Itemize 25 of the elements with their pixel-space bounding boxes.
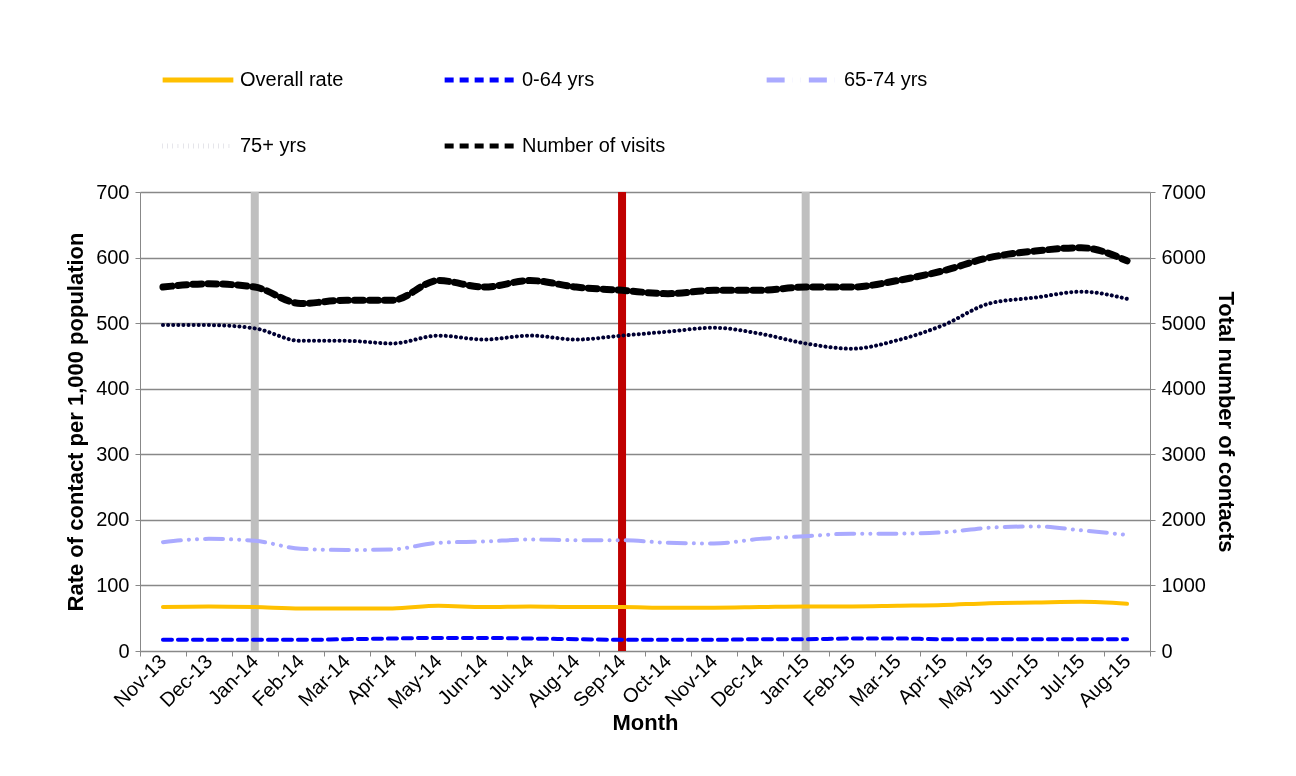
line-series <box>160 289 1130 351</box>
y2-tick-label: 1000 <box>1161 573 1206 596</box>
line-series <box>160 599 1130 611</box>
y2-tick-label: 3000 <box>1161 442 1206 465</box>
y2-tick-label: 5000 <box>1161 311 1206 334</box>
y2-tick-label: 4000 <box>1161 377 1206 400</box>
y-tick-label: 100 <box>96 573 130 596</box>
y-tick-label: 200 <box>96 508 130 531</box>
legend-label: 0-64 yrs <box>522 68 595 90</box>
y2-tick-label: 6000 <box>1161 246 1206 269</box>
legend-label: 65-74 yrs <box>844 68 928 90</box>
legend-label: Overall rate <box>240 68 344 90</box>
y-tick-label: 500 <box>96 311 130 334</box>
y-axis-title: Rate of contact per 1,000 population <box>63 232 89 612</box>
y2-tick-label: 2000 <box>1161 508 1206 531</box>
y2-axis-title: Total number of contacts <box>1213 291 1239 553</box>
legend-label: Number of visits <box>522 134 666 156</box>
y-tick-label: 600 <box>96 246 130 269</box>
y-tick-label: 700 <box>96 180 130 203</box>
legend-label: 75+ yrs <box>240 134 307 156</box>
x-axis-title: Month <box>612 709 679 735</box>
y2-tick-label: 7000 <box>1161 180 1206 203</box>
y2-tick-label: 0 <box>1161 639 1173 662</box>
y-tick-label: 300 <box>96 442 130 465</box>
y-tick-label: 400 <box>96 377 130 400</box>
